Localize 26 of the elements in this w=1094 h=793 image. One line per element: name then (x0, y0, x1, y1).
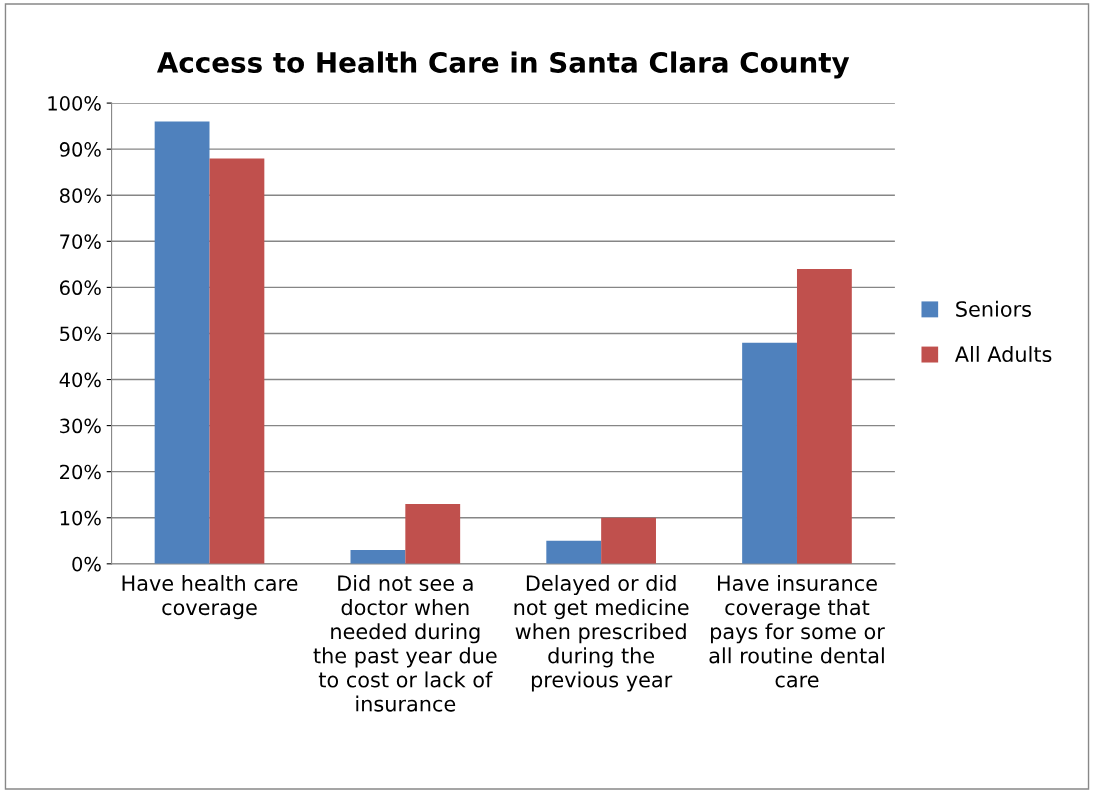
bar (601, 517, 656, 564)
y-tick-label: 70% (60, 234, 101, 249)
bar (209, 158, 265, 564)
y-tick-label: 80% (59, 188, 101, 203)
legend-label: All Adults (954, 345, 1052, 363)
y-tick-label: 20% (60, 464, 101, 480)
y-tick-label: 40% (59, 372, 101, 388)
bar (546, 540, 602, 564)
y-tick-label: 50% (60, 326, 101, 342)
x-tick-label: Have health care coverage (122, 574, 298, 620)
x-tick-label: Delayed or did not get medicine when prescribed during the previous year (514, 574, 689, 692)
bar (154, 121, 210, 564)
bar (742, 342, 797, 564)
y-tick-label: 60% (60, 280, 101, 296)
legend-label: Seniors (956, 300, 1031, 317)
y-tick-label: 90% (59, 142, 101, 157)
x-tick-label: Did not see a doctor when needed during the past year due to cost or lack of insurance (313, 574, 497, 712)
y-tick-label: 0% (72, 556, 101, 572)
y-tick-label: 10% (60, 510, 101, 526)
chart-title: Access to Health Care in Santa Clara County (156, 51, 850, 79)
y-tick-label: 30% (60, 418, 101, 434)
bar (796, 268, 852, 564)
x-tick-label: Have insurance coverage that pays for some or all routine dental care (709, 574, 885, 688)
y-tick-label: 100% (48, 96, 101, 111)
bar (405, 503, 461, 564)
bar (350, 550, 406, 564)
